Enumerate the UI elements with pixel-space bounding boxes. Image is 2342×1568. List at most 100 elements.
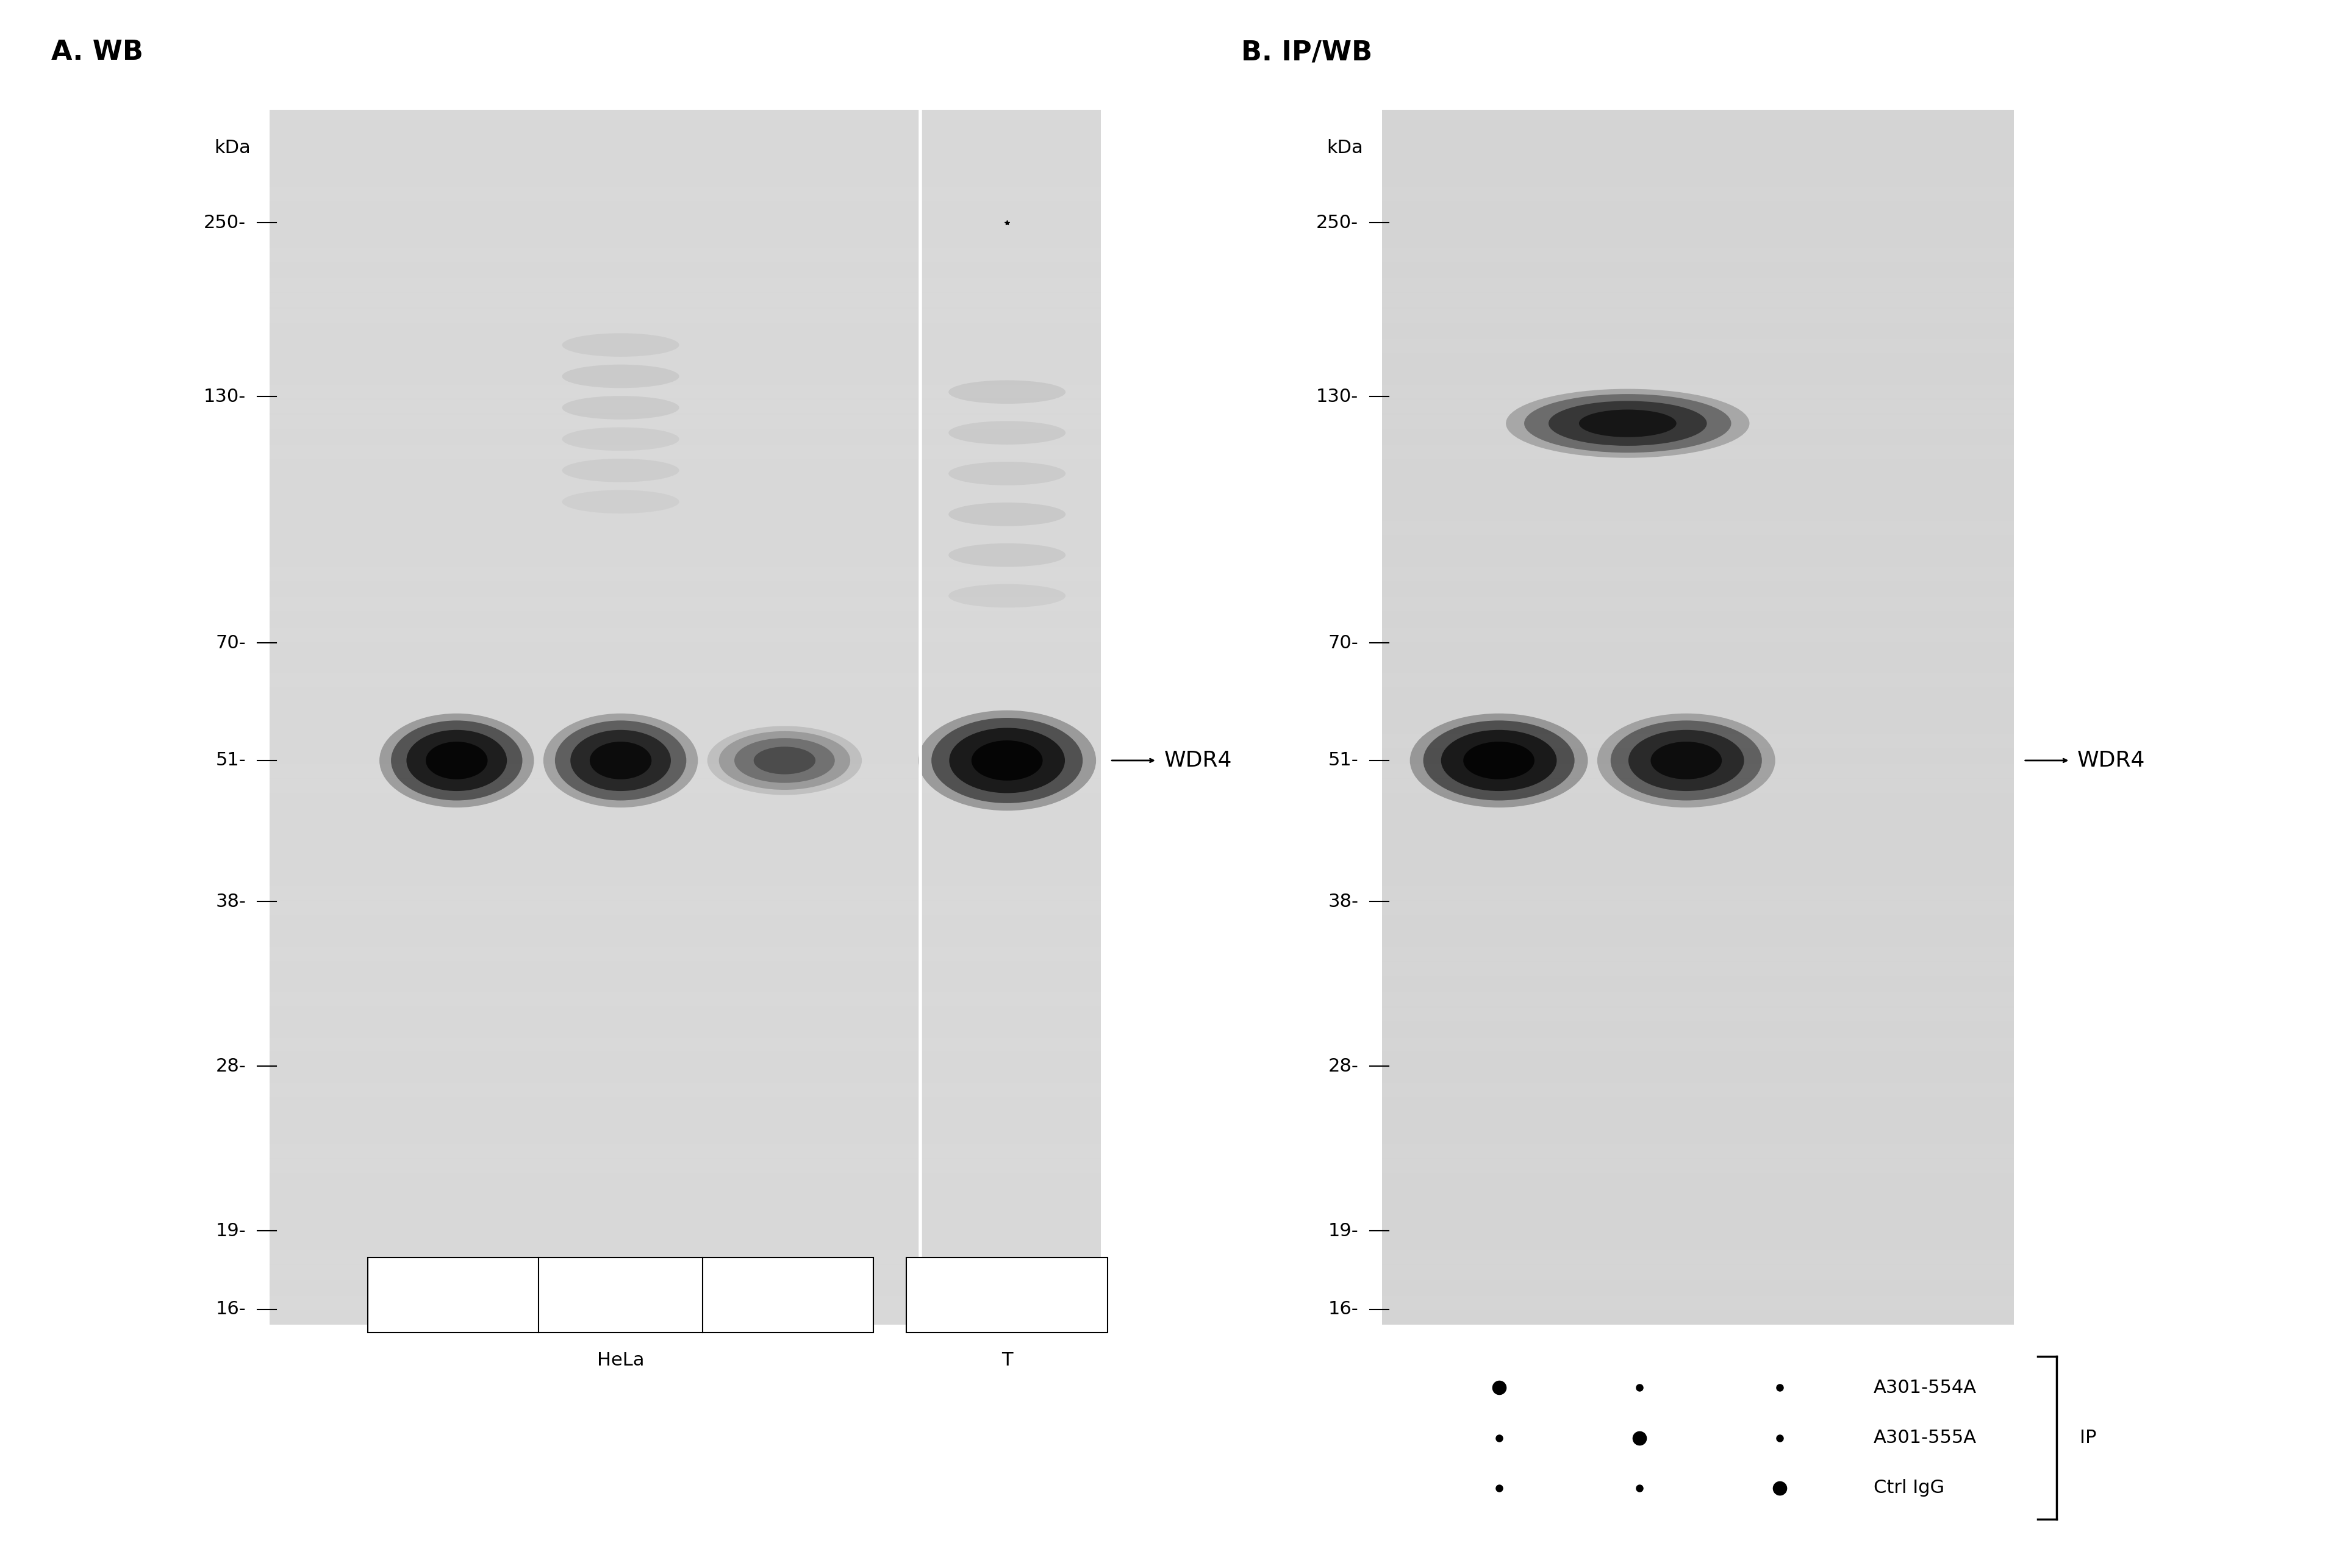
Bar (1382, 1251, 2014, 1264)
Ellipse shape (735, 739, 834, 782)
Text: 130-: 130- (1316, 387, 1358, 406)
Ellipse shape (949, 379, 1066, 403)
Ellipse shape (590, 742, 651, 779)
Bar (1382, 1099, 2014, 1112)
Bar (269, 765, 1101, 778)
Bar (1382, 916, 2014, 930)
Bar (269, 886, 1101, 900)
Bar (269, 400, 1101, 414)
Bar (1382, 1204, 2014, 1218)
Ellipse shape (707, 726, 862, 795)
Bar (269, 536, 1101, 550)
Bar (1382, 248, 2014, 262)
Bar (1382, 1159, 2014, 1173)
Bar (269, 127, 1101, 140)
Bar (269, 993, 1101, 1007)
Bar (269, 506, 1101, 521)
Text: 38-: 38- (215, 892, 246, 911)
Bar (1382, 1311, 2014, 1325)
Bar (1382, 688, 2014, 702)
Bar (1382, 597, 2014, 612)
Bar (1382, 309, 2014, 323)
Bar (1382, 506, 2014, 521)
Bar (1382, 840, 2014, 855)
Bar (269, 1099, 1101, 1112)
Bar (269, 384, 1101, 398)
Bar (269, 445, 1101, 459)
Text: 70-: 70- (1328, 633, 1358, 652)
Bar (1382, 232, 2014, 246)
Ellipse shape (754, 746, 815, 775)
Bar (1382, 111, 2014, 125)
Bar (1382, 961, 2014, 975)
Bar (1382, 339, 2014, 353)
Bar (269, 870, 1101, 884)
Text: T: T (1002, 1352, 1012, 1369)
Bar (1382, 1297, 2014, 1309)
Ellipse shape (562, 489, 679, 513)
Bar (1382, 856, 2014, 869)
Text: Ctrl IgG: Ctrl IgG (1874, 1479, 1944, 1497)
Ellipse shape (949, 502, 1066, 525)
Bar (269, 491, 1101, 505)
Text: A301-555A: A301-555A (1874, 1428, 1977, 1447)
Bar (269, 795, 1101, 809)
Bar (1382, 141, 2014, 155)
Bar (1382, 795, 2014, 809)
Bar (269, 627, 1101, 641)
Bar (269, 659, 1101, 671)
Bar (269, 1083, 1101, 1098)
Bar (1382, 568, 2014, 580)
Bar (269, 613, 1101, 626)
Bar (269, 309, 1101, 323)
Bar (1382, 1113, 2014, 1127)
Bar (269, 947, 1101, 960)
Ellipse shape (1410, 713, 1588, 808)
Ellipse shape (1525, 394, 1731, 453)
Bar (269, 475, 1101, 489)
Bar (1382, 993, 2014, 1007)
Bar (269, 704, 1101, 718)
Bar (269, 1038, 1101, 1052)
Ellipse shape (972, 740, 1042, 781)
Bar (269, 977, 1101, 991)
Bar (1382, 613, 2014, 626)
Bar (269, 218, 1101, 230)
Ellipse shape (949, 583, 1066, 608)
Ellipse shape (562, 458, 679, 481)
Bar (269, 354, 1101, 368)
Bar (269, 811, 1101, 823)
Bar (1382, 157, 2014, 171)
Bar (1382, 947, 2014, 960)
Bar (269, 643, 1101, 657)
Bar (269, 430, 1101, 444)
Bar (1382, 279, 2014, 292)
Bar (269, 552, 1101, 566)
Ellipse shape (1611, 720, 1761, 800)
Text: kDa: kDa (213, 140, 251, 157)
Text: 250-: 250- (1316, 213, 1358, 232)
Ellipse shape (1548, 401, 1707, 445)
Text: 19-: 19- (1328, 1221, 1358, 1240)
Bar (269, 902, 1101, 914)
Bar (1382, 187, 2014, 201)
Bar (269, 750, 1101, 764)
Text: 15: 15 (609, 1286, 632, 1305)
Bar (1382, 704, 2014, 718)
Bar (1382, 1220, 2014, 1234)
Bar (1382, 977, 2014, 991)
Bar (1382, 430, 2014, 444)
Bar (1382, 202, 2014, 216)
Bar (1382, 325, 2014, 337)
Ellipse shape (949, 461, 1066, 486)
Text: 28-: 28- (215, 1057, 246, 1076)
Bar (1382, 1068, 2014, 1082)
Bar (1382, 1008, 2014, 1021)
Text: 19-: 19- (215, 1221, 246, 1240)
Bar (269, 1204, 1101, 1218)
Bar (269, 1311, 1101, 1325)
Bar (1382, 1054, 2014, 1066)
Text: 51-: 51- (215, 751, 246, 770)
Ellipse shape (1506, 389, 1749, 458)
Text: 70-: 70- (215, 633, 246, 652)
